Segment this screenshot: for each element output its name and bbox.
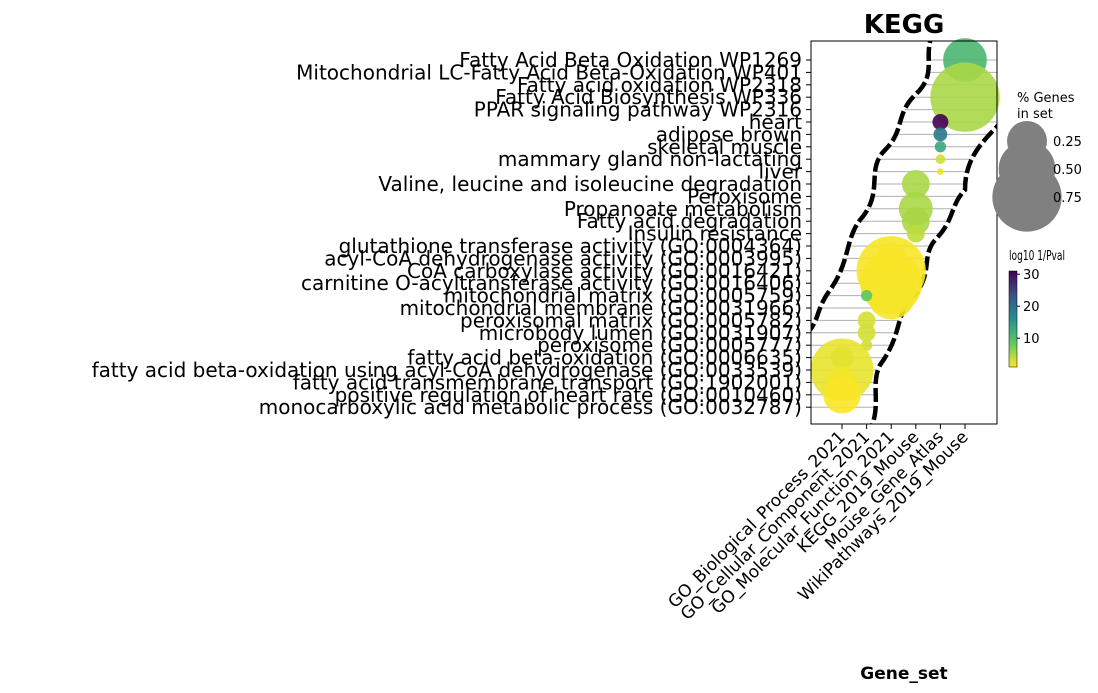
- y-tick-label: Propanoate metabolism: [564, 197, 802, 221]
- colorbar-gradient: [1008, 270, 1018, 368]
- y-tick-label: peroxisome (GO:0005777): [537, 333, 802, 357]
- y-tick-label: fatty acid beta-oxidation (GO:0006635): [407, 346, 802, 370]
- highlight-band: [811, 41, 997, 424]
- y-tick-label: Fatty Acid Biosynthesis WP336: [495, 85, 802, 109]
- data-point: [937, 168, 944, 175]
- y-tick-label: adipose brown: [656, 122, 802, 146]
- size-legend-marker: [992, 162, 1062, 232]
- colorbar-title: log10 1/Pval: [1009, 249, 1065, 264]
- y-tick-label: carnitine O-acyltransferase activity (GO…: [301, 271, 802, 295]
- size-legend-label: 0.25: [1053, 135, 1082, 150]
- y-tick-label: peroxisomal matrix (GO:0005782): [460, 308, 802, 332]
- data-point: [935, 154, 946, 165]
- data-point: [906, 224, 925, 243]
- y-tick-label: Fatty acid oxidation WP2318: [517, 73, 802, 97]
- colorbar-tick-label: 30: [1023, 268, 1040, 283]
- data-point: [933, 127, 948, 142]
- data-point: [867, 271, 915, 320]
- y-tick-label: heart: [749, 110, 802, 134]
- y-tick-label: acyl-CoA dehydrogenase activity (GO:0003…: [324, 246, 802, 270]
- y-tick-label: mitochondrial membrane (GO:0031966): [400, 296, 802, 320]
- size-legend-title: in set: [1017, 107, 1053, 122]
- y-tick-label: positive regulation of heart rate (GO:00…: [335, 383, 802, 407]
- y-tick-label: Valine, leucine and isoleucine degradati…: [378, 172, 802, 196]
- data-point: [860, 289, 873, 302]
- colorbar-legend: log10 1/Pval 10 20 30: [1008, 249, 1065, 368]
- data-point: [901, 170, 930, 198]
- y-tick-label: monocarboxylic acid metabolic process (G…: [259, 395, 802, 419]
- colorbar-tick-label: 10: [1023, 332, 1040, 347]
- data-point: [930, 62, 1000, 132]
- data-point: [934, 141, 947, 153]
- y-tick-label: Fatty Acid Beta Oxidation WP1269: [459, 48, 802, 72]
- x-tick-labels: GO_Biological_Process_2021GO_Cellular_Co…: [664, 424, 973, 624]
- data-point: [857, 323, 876, 342]
- size-legend-label: 0.50: [1053, 163, 1082, 178]
- y-tick-label: CoA carboxylase activity (GO:0016421): [407, 259, 802, 283]
- y-tick-label: mitochondrial matrix (GO:0005759): [444, 284, 802, 308]
- chart-title: KEGG: [864, 10, 945, 40]
- x-axis-title: Gene_set: [860, 664, 947, 684]
- y-tick-label: Fatty acid degradation: [577, 209, 802, 233]
- band-fill-upper: [811, 41, 931, 329]
- y-tick-label: microbody lumen (GO:0031907): [479, 321, 802, 345]
- data-points: [810, 38, 1000, 414]
- y-tick-label: liver: [759, 160, 803, 184]
- y-tick-label: Peroxisome: [687, 184, 802, 208]
- data-point: [932, 114, 949, 130]
- y-tick-label: fatty acid transmembrane transport (GO:1…: [293, 370, 802, 394]
- y-tick-label: fatty acid beta-oxidation using acyl-CoA…: [92, 358, 802, 382]
- band-edge-lower: [869, 123, 997, 424]
- band-edge-upper: [811, 41, 933, 333]
- y-tick-label: mammary gland non-lactating: [498, 147, 802, 171]
- data-point: [823, 376, 861, 414]
- y-tick-label: Insulin resistance: [628, 222, 802, 246]
- y-tick-label: glutathione transferase activity (GO:000…: [339, 234, 802, 258]
- data-point: [857, 311, 876, 330]
- y-tick-label: PPAR signaling pathway WP2316: [474, 98, 802, 122]
- band-fill-lower: [874, 126, 997, 424]
- y-tick-label: skeletal muscle: [647, 135, 802, 159]
- size-legend-label: 0.75: [1053, 191, 1082, 206]
- y-tick-label: Mitochondrial LC-Fatty Acid Beta-Oxidati…: [296, 60, 802, 84]
- y-tick-labels: Fatty Acid Beta Oxidation WP1269Mitochon…: [92, 48, 811, 419]
- size-legend-title: % Genes: [1017, 91, 1075, 106]
- colorbar-tick-label: 20: [1023, 300, 1040, 315]
- plot-frame: [810, 40, 998, 425]
